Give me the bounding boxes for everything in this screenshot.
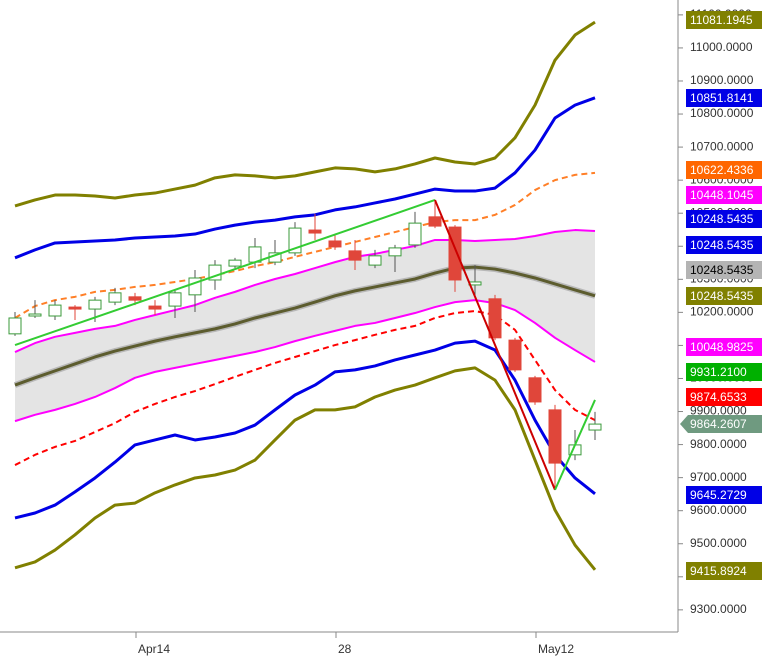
candle-body	[8, 317, 22, 335]
candle-body	[308, 229, 322, 234]
price-label: 9645.2729	[690, 488, 747, 502]
candle-body	[528, 377, 542, 403]
line	[14, 171, 596, 319]
candle-body	[488, 298, 502, 339]
price-label: 10248.5435	[690, 238, 754, 252]
candle-body	[28, 313, 42, 317]
price-label-box	[686, 89, 762, 107]
y-tick-label: 10800.0000	[690, 106, 754, 120]
candle-body	[168, 292, 182, 307]
candle-body	[148, 305, 162, 310]
candle-body	[68, 306, 82, 310]
plot-area	[8, 20, 602, 571]
x-tick-label: May12	[538, 642, 574, 656]
price-label: 10448.1045	[690, 188, 754, 202]
price-label-box	[680, 415, 762, 433]
y-tick-label: 9800.0000	[690, 437, 747, 451]
price-label: 9874.6533	[690, 390, 747, 404]
price-label-box	[686, 287, 762, 305]
price-label-box	[686, 11, 762, 29]
price-label-box	[686, 236, 762, 254]
price-label: 10248.5435	[690, 263, 754, 277]
price-label: 10048.9825	[690, 340, 754, 354]
price-label: 11081.1945	[690, 13, 753, 27]
price-label-box	[686, 363, 762, 381]
price-label-box	[686, 388, 762, 406]
candle-body	[328, 240, 342, 248]
line	[14, 229, 596, 353]
price-label: 10248.5435	[690, 212, 754, 226]
candle-body	[108, 292, 122, 303]
price-label: 9864.2607	[690, 417, 747, 431]
candle-body	[448, 226, 462, 281]
price-label: 10851.8141	[690, 91, 754, 105]
candle-body	[508, 339, 522, 371]
x-tick-label: 28	[338, 642, 352, 656]
candle-body	[348, 250, 362, 261]
trend-line	[554, 399, 596, 491]
candle-body	[548, 409, 562, 464]
axes: 9300.00009400.00009500.00009600.00009700…	[135, 7, 762, 656]
candle-body	[128, 296, 142, 301]
candle-body	[48, 304, 62, 317]
price-label-box	[686, 210, 762, 228]
y-tick-label: 9900.0000	[690, 404, 747, 418]
price-label-box	[686, 562, 762, 580]
price-label-box	[686, 161, 762, 179]
candle-body	[228, 259, 242, 267]
line	[14, 96, 596, 260]
y-tick-label: 9500.0000	[690, 536, 747, 550]
line	[14, 265, 596, 387]
candle-body	[368, 255, 382, 266]
price-label: 10622.4336	[690, 163, 754, 177]
price-label: 9931.2100	[690, 365, 747, 379]
price-label-box	[686, 486, 762, 504]
candle-body	[588, 423, 602, 431]
y-tick-label: 10200.0000	[690, 305, 754, 319]
y-tick-label: 9600.0000	[690, 503, 747, 517]
x-tick-label: Apr14	[138, 642, 170, 656]
y-tick-label: 9300.0000	[690, 602, 747, 616]
price-label-box	[686, 261, 762, 279]
candle-body	[428, 216, 442, 227]
trend-line	[434, 199, 556, 491]
line	[14, 20, 596, 208]
y-tick-label: 11000.0000	[690, 40, 753, 54]
y-tick-label: 9700.0000	[690, 470, 747, 484]
y-tick-label: 10900.0000	[690, 73, 754, 87]
price-label-box	[686, 338, 762, 356]
y-tick-label: 10700.0000	[690, 139, 754, 153]
candle-body	[88, 299, 102, 310]
price-label-box	[686, 186, 762, 204]
candle-body	[408, 222, 422, 246]
line	[14, 366, 597, 571]
candle-body	[388, 247, 402, 257]
price-label: 10248.5435	[690, 289, 754, 303]
price-label: 9415.8924	[690, 564, 747, 578]
trend-line	[14, 199, 436, 347]
